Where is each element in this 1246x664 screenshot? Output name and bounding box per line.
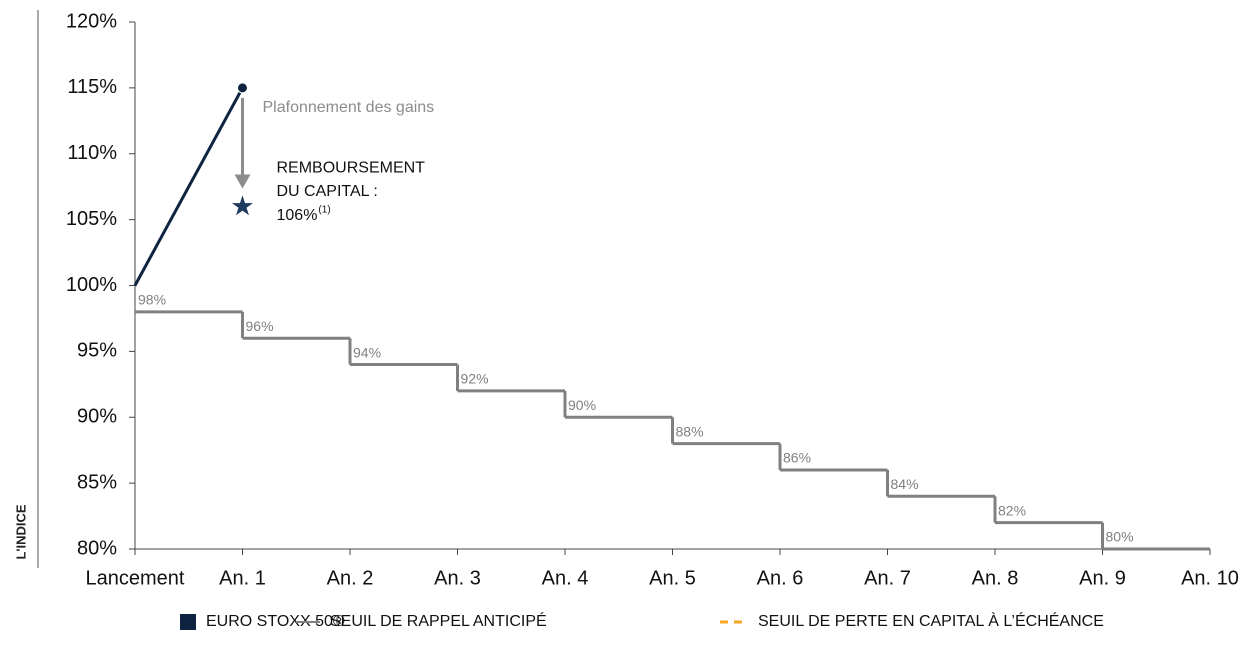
repayment-label: 106% [277,207,318,224]
value-label: 86% [783,450,811,466]
x-tick-label: An. 6 [757,567,804,589]
index-point [237,82,248,94]
x-tick-label: An. 10 [1181,567,1239,589]
y-tick-label: 105% [66,208,117,230]
legend-label: EURO STOXX 50® [206,613,345,630]
x-tick-label: An. 9 [1079,567,1126,589]
x-tick-label: An. 3 [434,567,481,589]
value-label: 94% [353,344,381,360]
repayment-label: DU CAPITAL : [277,183,378,200]
value-label: 84% [891,476,919,492]
y-tick-label: 90% [77,406,117,428]
repayment-star [232,195,253,216]
cap-label: Plafonnement des gains [263,99,435,116]
x-tick-label: An. 2 [327,567,374,589]
x-tick-label: An. 5 [649,567,696,589]
y-tick-label: 110% [67,142,117,164]
legend-swatch [180,614,196,630]
x-tick-label: Lancement [86,567,185,589]
y-tick-label: 95% [77,340,117,362]
value-label: 88% [676,423,704,439]
y-tick-label: 80% [77,537,117,559]
x-tick-label: An. 7 [864,567,911,589]
index-line [133,87,244,287]
y-tick-label: 115% [67,76,117,98]
footnote-mark: (1) [318,204,330,215]
x-tick-label: An. 1 [219,567,266,589]
y-tick-label: 120% [66,10,117,32]
value-label: 92% [461,371,489,387]
y-axis-label: L'INDICE [13,504,28,559]
y-tick-label: 100% [66,274,117,296]
value-label: 96% [246,318,274,334]
legend-label: SEUIL DE RAPPEL ANTICIPÉ [330,611,547,630]
value-label: 82% [998,502,1026,518]
repayment-label: REMBOURSEMENT [277,159,426,176]
y-tick-label: 85% [77,471,117,493]
x-tick-label: An. 8 [972,567,1019,589]
legend-label: SEUIL DE PERTE EN CAPITAL À L’ÉCHÉANCE [758,611,1104,630]
x-tick-label: An. 4 [542,567,589,589]
cap-arrow-head [234,174,251,189]
value-label: 98% [138,292,166,308]
value-label: 90% [568,397,596,413]
value-label: 80% [1106,529,1134,545]
